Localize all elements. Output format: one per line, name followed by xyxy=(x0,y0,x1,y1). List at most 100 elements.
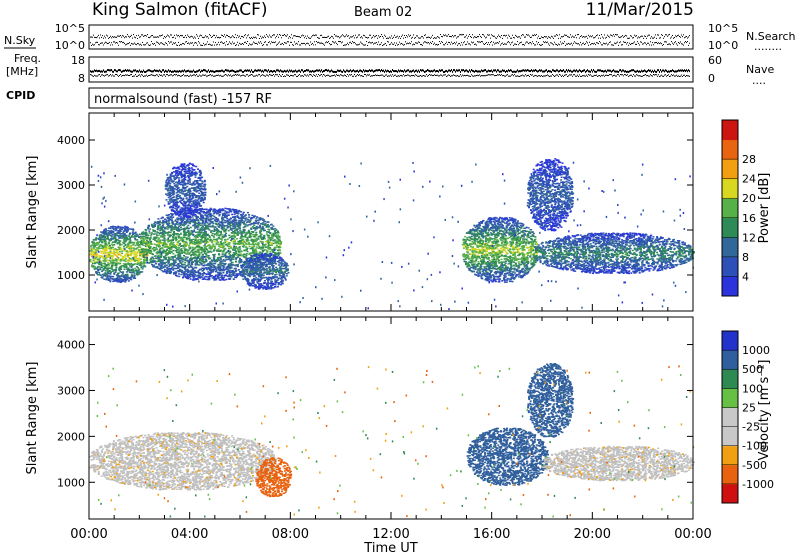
freq-point xyxy=(540,70,541,72)
nave-point xyxy=(682,76,683,77)
nsearch-point xyxy=(450,44,451,45)
nsearch-point xyxy=(681,43,682,44)
nsearch-point xyxy=(517,41,518,42)
nsky-point xyxy=(102,35,103,36)
nave-point xyxy=(651,75,652,76)
nave-point xyxy=(107,74,108,75)
nsky-point xyxy=(590,35,591,36)
data-cell xyxy=(107,270,109,272)
freq-point xyxy=(524,70,525,72)
nsearch-point xyxy=(97,42,98,43)
freq-point xyxy=(338,70,339,72)
nsearch-point xyxy=(452,43,453,44)
data-cell xyxy=(93,267,95,269)
data-cell xyxy=(123,276,125,278)
data-cell xyxy=(103,229,105,231)
nsky-point xyxy=(360,37,361,38)
nsky-point xyxy=(547,38,548,39)
nsky-point xyxy=(359,34,360,35)
nave-point xyxy=(213,76,214,77)
data-cell xyxy=(183,255,185,257)
nsearch-point xyxy=(581,44,582,45)
nave-point xyxy=(509,76,510,77)
freq-point xyxy=(236,71,237,73)
nave-point xyxy=(410,76,411,77)
nave-point xyxy=(666,76,667,77)
nsky-point xyxy=(585,36,586,37)
nsky-point xyxy=(391,35,392,36)
data-cell xyxy=(90,250,92,252)
nave-point xyxy=(623,75,624,76)
data-cell xyxy=(149,228,151,230)
freq-point xyxy=(370,70,371,72)
nsky-point xyxy=(218,37,219,38)
nsearch-point xyxy=(572,45,573,46)
nave-point xyxy=(425,76,426,77)
freq-point xyxy=(655,71,656,73)
nsearch-point xyxy=(274,42,275,43)
data-cell xyxy=(110,249,112,251)
nsearch-point xyxy=(617,42,618,43)
nsky-point xyxy=(658,35,659,36)
data-cell xyxy=(92,244,94,246)
nsearch-point xyxy=(456,42,457,43)
nsky-point xyxy=(441,36,442,37)
data-cell xyxy=(97,274,99,276)
freq-point xyxy=(194,71,195,73)
freq-point xyxy=(669,71,670,73)
nsky-point xyxy=(392,38,393,39)
nsearch-point xyxy=(485,43,486,44)
nsky-point xyxy=(318,38,319,39)
data-cell xyxy=(138,269,140,271)
nsky-point xyxy=(564,34,565,35)
freq-point xyxy=(553,69,554,71)
nsky-point xyxy=(600,38,601,39)
cpid-value: normalsound (fast) -157 RF xyxy=(94,92,272,107)
nave-point xyxy=(354,74,355,75)
nsearch-point xyxy=(219,44,220,45)
data-cell xyxy=(108,254,110,256)
nsky-point xyxy=(404,35,405,36)
data-cell xyxy=(94,263,96,265)
nsky-point xyxy=(511,38,512,39)
nsky-point xyxy=(332,36,333,37)
nave-point xyxy=(654,74,655,75)
freq-point xyxy=(351,70,352,72)
nave-point xyxy=(283,76,284,77)
nsearch-marker: ........ xyxy=(754,40,782,53)
nsky-point xyxy=(512,35,513,36)
freq-point xyxy=(530,70,531,72)
nsky-point xyxy=(231,37,232,38)
nave-point xyxy=(663,76,664,77)
freq-point xyxy=(210,70,211,72)
nsky-point xyxy=(426,37,427,38)
nsky-point xyxy=(510,38,511,39)
data-cell xyxy=(109,233,111,235)
nsky-point xyxy=(336,35,337,36)
data-cell xyxy=(192,216,194,218)
nsky-point xyxy=(377,38,378,39)
freq-point xyxy=(431,70,432,72)
nave-point xyxy=(610,74,611,75)
nave-point xyxy=(243,75,244,76)
nsearch-point xyxy=(670,44,671,45)
nave-point xyxy=(166,74,167,75)
freq-point xyxy=(199,69,200,71)
nsearch-point xyxy=(482,41,483,42)
nsearch-point xyxy=(334,43,335,44)
data-cell xyxy=(110,230,112,232)
freq-point xyxy=(411,71,412,73)
nave-point xyxy=(504,76,505,77)
data-cell xyxy=(99,236,101,238)
nave-point xyxy=(338,75,339,76)
data-cell xyxy=(250,244,252,246)
data-cell xyxy=(157,218,159,220)
nsearch-point xyxy=(605,43,606,44)
data-cell xyxy=(93,251,95,253)
freq-point xyxy=(111,69,112,71)
nave-point xyxy=(458,76,459,77)
nsky-point xyxy=(652,38,653,39)
nsky-point xyxy=(255,37,256,38)
nsky-point xyxy=(169,36,170,37)
nsearch-point xyxy=(280,44,281,45)
